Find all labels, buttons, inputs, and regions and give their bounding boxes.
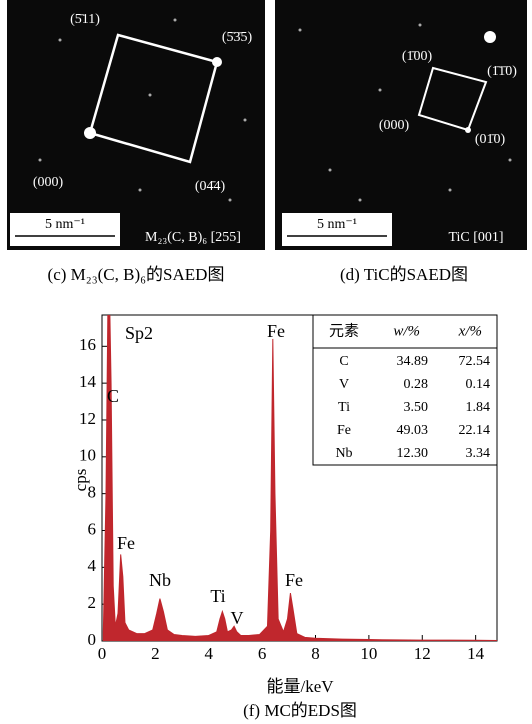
spot	[465, 127, 471, 133]
caption: (c) M₂₃(C, B)₆的SAED图	[48, 265, 225, 284]
caption: (f) MC的EDS图	[243, 701, 357, 720]
peak-label: Nb	[149, 570, 171, 590]
table-cell: 34.89	[397, 354, 429, 369]
x-tick-label: 8	[311, 644, 320, 663]
x-tick-label: 6	[258, 644, 267, 663]
y-tick-label: 2	[88, 593, 97, 612]
table-cell: 0.14	[466, 377, 491, 392]
x-tick-label: 12	[414, 644, 431, 663]
spot	[212, 57, 222, 67]
saed-panel-c: (5̄11) (5̄3̄5) (000) (04̄4) 5 nm⁻¹ M₂₃(C…	[7, 0, 265, 250]
peak-label: Fe	[285, 570, 303, 590]
y-tick-label: 6	[88, 519, 97, 538]
table-cell: 22.14	[459, 423, 491, 438]
table-header: w/%	[393, 323, 420, 339]
peak-label: Fe	[117, 533, 135, 553]
x-tick-label: 0	[98, 644, 107, 663]
y-tick-label: 4	[88, 556, 97, 575]
phase-label: M₂₃(C, B)₆ [255]	[145, 230, 241, 245]
figure: (5̄11) (5̄3̄5) (000) (04̄4) 5 nm⁻¹ M₂₃(C…	[0, 0, 532, 724]
spot-label: (000)	[379, 118, 410, 133]
table-cell: Nb	[335, 446, 352, 461]
spot	[484, 31, 496, 43]
spot-label: (5̄11)	[70, 12, 100, 27]
x-tick-label: 4	[205, 644, 214, 663]
table-cell: 0.28	[404, 377, 429, 392]
spot	[84, 127, 96, 139]
peak-label: Sp2	[125, 323, 153, 343]
y-axis-label: cps	[71, 469, 90, 492]
table-cell: 12.30	[397, 446, 429, 461]
peak-label: Fe	[267, 321, 285, 341]
x-axis-label: 能量/keV	[266, 677, 334, 696]
spot-label: (1̄1̄0)	[487, 64, 517, 79]
table-cell: 1.84	[466, 400, 491, 415]
table-header: x/%	[458, 323, 482, 339]
table-cell: Ti	[338, 400, 350, 415]
phase-label: TiC [001]	[448, 230, 503, 245]
peak-label: Ti	[210, 586, 225, 606]
y-tick-label: 12	[79, 409, 96, 428]
table-cell: 3.50	[404, 400, 429, 415]
y-tick-label: 16	[79, 335, 96, 354]
spot-label: (000)	[33, 175, 64, 190]
element-table: 元素 w/% x/% C 34.89 72.54 V 0.28 0.14 Ti 3.50 1.84 Fe…	[313, 315, 497, 465]
y-tick-label: 14	[79, 372, 97, 391]
saed-panel-d: (1̄00) (1̄1̄0) (000) (01̄0) 5 nm⁻¹ TiC […	[275, 0, 527, 250]
table-header: 元素	[329, 322, 359, 339]
x-tick-label: 14	[467, 644, 485, 663]
table-cell: 3.34	[466, 446, 491, 461]
table-cell: 49.03	[397, 423, 429, 438]
spot-label: (1̄00)	[402, 49, 433, 64]
peak-label: C	[107, 386, 119, 406]
table-cell: V	[339, 377, 349, 392]
scale-bar-label: 5 nm⁻¹	[317, 217, 357, 232]
table-cell: Fe	[337, 423, 351, 438]
y-tick-label: 10	[79, 446, 96, 465]
x-tick-label: 10	[360, 644, 377, 663]
table-cell: 72.54	[459, 354, 491, 369]
caption: (d) TiC的SAED图	[340, 265, 468, 284]
y-tick-label: 0	[88, 630, 97, 649]
spot-label: (01̄0)	[475, 132, 506, 147]
x-tick-label: 2	[151, 644, 160, 663]
scale-bar-label: 5 nm⁻¹	[45, 217, 85, 232]
peak-label: V	[231, 608, 244, 628]
spot-label: (5̄3̄5)	[222, 30, 253, 45]
table-cell: C	[339, 354, 348, 369]
spot-label: (04̄4)	[195, 179, 226, 194]
